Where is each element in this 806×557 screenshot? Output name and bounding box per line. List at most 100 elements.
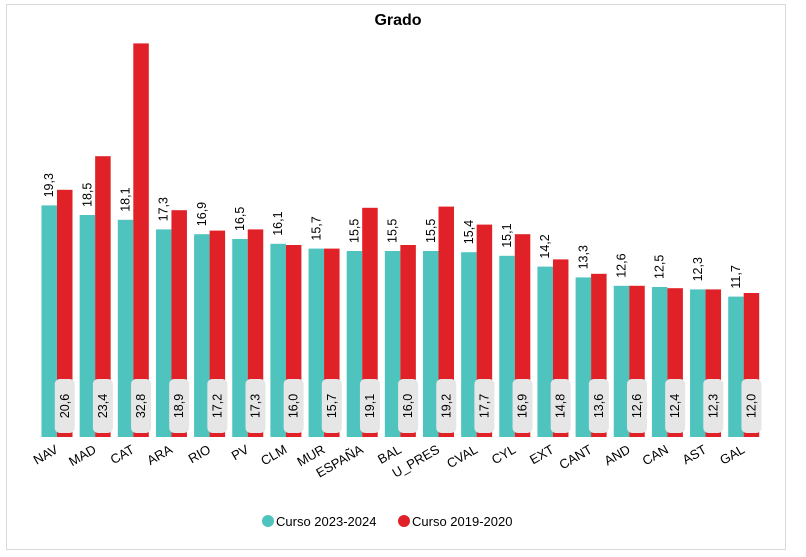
bar-2023-ESPAÑA (346, 251, 363, 437)
legend-label-2019: Curso 2019-2020 (412, 514, 512, 529)
label-2019-ESPAÑA: 19,1 (363, 394, 377, 418)
label-pill-2019-AND (627, 379, 647, 433)
category-label-MAD: MAD (66, 442, 99, 469)
label-pill-2019-MUR (321, 379, 342, 433)
label-pill-2019-MAD (92, 379, 113, 433)
category-label-RIO: RIO (186, 442, 214, 467)
chart-title: Grado (374, 12, 421, 29)
bar-2023-CAN (651, 287, 668, 437)
bar-2023-GAL (728, 296, 744, 437)
category-label-GAL: GAL (717, 442, 747, 468)
category-label-ARA: ARA (144, 441, 175, 468)
category-label-AST: AST (680, 442, 709, 468)
label-2019-BAL: 16,0 (401, 394, 415, 418)
bar-2023-MUR (308, 248, 325, 437)
label-pill-2019-PV (245, 379, 266, 433)
label-pill-2019-ARA (169, 379, 190, 433)
bars-layer: 19,3 20,6 NAV 18,5 23,4 MAD 18,1 32,8 CAT 17,3 18,… (31, 43, 762, 481)
label-2023-RIO: 16,9 (195, 202, 209, 226)
label-pill-2019-CVAL (474, 379, 495, 433)
label-2023-GAL: 11,7 (729, 265, 743, 288)
label-2023-AND: 12,6 (615, 253, 629, 277)
label-2019-AND: 12,6 (630, 394, 644, 418)
label-2023-BAL: 15,5 (386, 219, 400, 243)
label-pill-2019-CLM (283, 379, 304, 433)
bar-2023-AST (690, 289, 706, 437)
label-2019-RIO: 17,2 (210, 394, 224, 418)
bar-2023-ARA (155, 229, 172, 437)
legend-swatch-2023 (262, 515, 274, 527)
label-2019-CVAL: 17,7 (477, 394, 491, 418)
legend-label-2023: Curso 2023-2024 (276, 514, 376, 529)
bar-2019-MAD (95, 156, 111, 437)
label-pill-2019-CAT (131, 379, 152, 433)
bar-2023-EXT (537, 266, 553, 437)
label-pill-2019-AST (703, 379, 724, 433)
label-pill-2019-GAL (741, 379, 762, 433)
legend-swatch-2019 (398, 515, 410, 527)
label-2019-EXT: 14,8 (554, 394, 568, 418)
label-pill-2019-RIO (207, 379, 228, 433)
label-2023-CANT: 13,3 (576, 245, 590, 269)
category-label-CLM: CLM (258, 442, 289, 469)
category-label-CANT: CANT (556, 442, 594, 473)
label-2019-CLM: 16,0 (287, 394, 301, 418)
label-pill-2019-NAV (54, 379, 75, 433)
category-label-AND: AND (601, 442, 632, 469)
bar-2019-NAV (57, 189, 73, 437)
bar-2023-PV (232, 239, 248, 437)
label-2019-CYL: 16,9 (516, 394, 530, 418)
bar-2023-CAT (117, 219, 134, 437)
label-2023-CLM: 16,1 (271, 211, 285, 235)
legend: Curso 2023-2024 Curso 2019-2020 (262, 514, 512, 529)
label-2023-ESPAÑA: 15,5 (347, 219, 361, 243)
label-2019-NAV: 20,6 (58, 394, 72, 418)
category-label-CAT: CAT (108, 442, 137, 468)
label-2023-EXT: 14,2 (538, 234, 552, 258)
category-label-CAN: CAN (640, 442, 671, 469)
label-pill-2019-ESPAÑA (359, 379, 380, 433)
label-pill-2019-CYL (512, 379, 533, 433)
label-2023-MUR: 15,7 (309, 216, 323, 240)
bar-2023-NAV (41, 205, 57, 437)
category-label-CYL: CYL (489, 442, 518, 468)
category-label-CVAL: CVAL (444, 442, 480, 471)
label-pill-2019-CANT (588, 379, 609, 433)
bar-2019-CAT (133, 43, 149, 438)
bar-2023-RIO (194, 234, 210, 437)
label-2019-AST: 12,3 (706, 394, 720, 418)
bar-2023-BAL (384, 251, 401, 437)
bar-2023-U_PRES (423, 251, 439, 437)
label-2019-PV: 17,3 (249, 394, 263, 418)
category-label-PV: PV (229, 441, 252, 463)
label-2019-CAT: 32,8 (134, 394, 148, 418)
bar-2023-CYL (499, 255, 515, 437)
label-2023-CAT: 18,1 (119, 187, 133, 211)
label-2023-MAD: 18,5 (80, 183, 94, 207)
label-2023-CVAL: 15,4 (462, 220, 476, 244)
label-pill-2019-U_PRES (436, 379, 457, 433)
label-2023-ARA: 17,3 (157, 197, 171, 221)
category-label-NAV: NAV (31, 441, 61, 467)
label-2019-CANT: 13,6 (592, 394, 606, 418)
label-2023-AST: 12,3 (691, 257, 705, 281)
bar-2023-CVAL (461, 252, 477, 437)
label-2019-MUR: 15,7 (325, 394, 339, 418)
label-2019-CAN: 12,4 (668, 394, 682, 418)
bar-2023-AND (613, 285, 630, 437)
label-2023-NAV: 19,3 (42, 173, 56, 197)
bar-2023-MAD (79, 215, 96, 437)
bar-2023-CANT (575, 277, 592, 437)
category-label-EXT: EXT (527, 442, 556, 468)
bar-2023-CLM (270, 243, 286, 437)
label-pill-2019-CAN (665, 379, 686, 433)
label-2023-CYL: 15,1 (500, 223, 514, 247)
label-2023-U_PRES: 15,5 (424, 219, 438, 243)
label-2019-GAL: 12,0 (744, 394, 758, 418)
label-pill-2019-EXT (550, 379, 571, 433)
label-2019-U_PRES: 19,2 (439, 394, 453, 418)
label-2019-ARA: 18,9 (172, 394, 186, 418)
label-2019-MAD: 23,4 (96, 394, 110, 418)
label-2023-PV: 16,5 (233, 207, 247, 231)
